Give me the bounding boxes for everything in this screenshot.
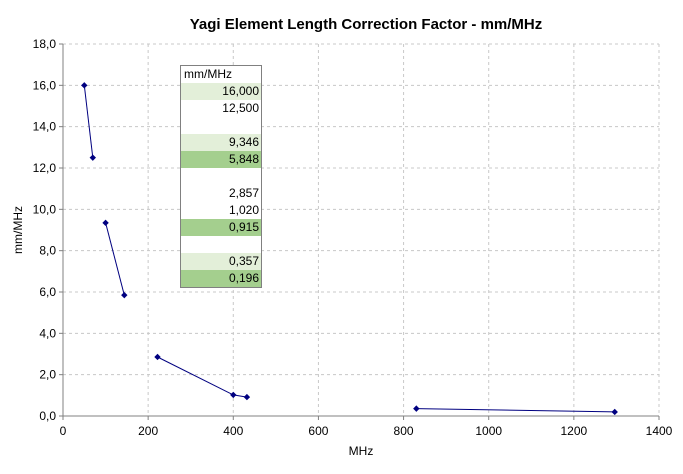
y-tick-label: 6,0: [39, 285, 56, 299]
value-table-row: 1,020: [181, 202, 261, 219]
series-layer: [81, 82, 618, 416]
x-tick-label: 1000: [475, 424, 502, 438]
x-tick-label: 0: [60, 424, 67, 438]
y-tick-label: 10,0: [33, 202, 57, 216]
value-table-row: 0,357: [181, 253, 261, 270]
value-table-row: [181, 168, 261, 185]
y-tick-label: 0,0: [39, 409, 56, 423]
data-point: [243, 393, 251, 401]
value-table-row: 9,346: [181, 134, 261, 151]
series-line: [416, 408, 615, 413]
value-table-row: 16,000: [181, 83, 261, 100]
y-tick-label: 2,0: [39, 368, 56, 382]
x-axis-title: MHz: [349, 444, 374, 458]
data-point: [611, 408, 618, 416]
data-point: [102, 219, 109, 227]
chart-title: Yagi Element Length Correction Factor - …: [190, 16, 543, 33]
value-table-row: 5,848: [181, 151, 261, 168]
data-point: [413, 405, 420, 412]
value-table-row: [181, 236, 261, 253]
grid-layer: [63, 43, 660, 416]
data-point: [230, 391, 237, 399]
value-table-row: [181, 117, 261, 134]
x-tick-label: 400: [223, 424, 243, 438]
value-table-rows: 16,000 12,500 9,346 5,848 2,857 1,020 0,915 0,3…: [181, 83, 261, 287]
y-tick-label: 18,0: [33, 37, 57, 51]
data-point: [81, 82, 88, 89]
x-tick-label: 200: [138, 424, 158, 438]
y-tick-label: 14,0: [33, 120, 57, 134]
x-tick-label: 1400: [646, 424, 673, 438]
y-tick-label: 16,0: [33, 78, 57, 92]
value-table: mm/MHz 16,000 12,500 9,346 5,848 2,857 1,020 0…: [180, 65, 262, 288]
series-line: [105, 222, 125, 296]
value-table-header: mm/MHz: [184, 67, 232, 81]
x-tick-label: 800: [394, 424, 414, 438]
y-tick-label: 8,0: [39, 244, 56, 258]
x-tick-label: 600: [308, 424, 328, 438]
series-line: [83, 85, 94, 158]
data-point: [121, 291, 128, 299]
value-table-row: 2,857: [181, 185, 261, 202]
value-table-row: 0,915: [181, 219, 261, 236]
data-point: [154, 353, 161, 361]
y-tick-label: 4,0: [39, 326, 56, 340]
x-tick-label: 1200: [561, 424, 588, 438]
data-point: [89, 154, 96, 161]
axis-layer: 0,0 2,0 4,0 6,0 8,0 10,0 12,0 14,0 16,0 18,0 0 200 4…: [33, 37, 673, 438]
value-table-row: 0,196: [181, 270, 261, 287]
value-table-row: 12,500: [181, 100, 261, 117]
y-tick-label: 12,0: [33, 161, 57, 175]
y-axis-title: mm/MHz: [11, 206, 25, 254]
